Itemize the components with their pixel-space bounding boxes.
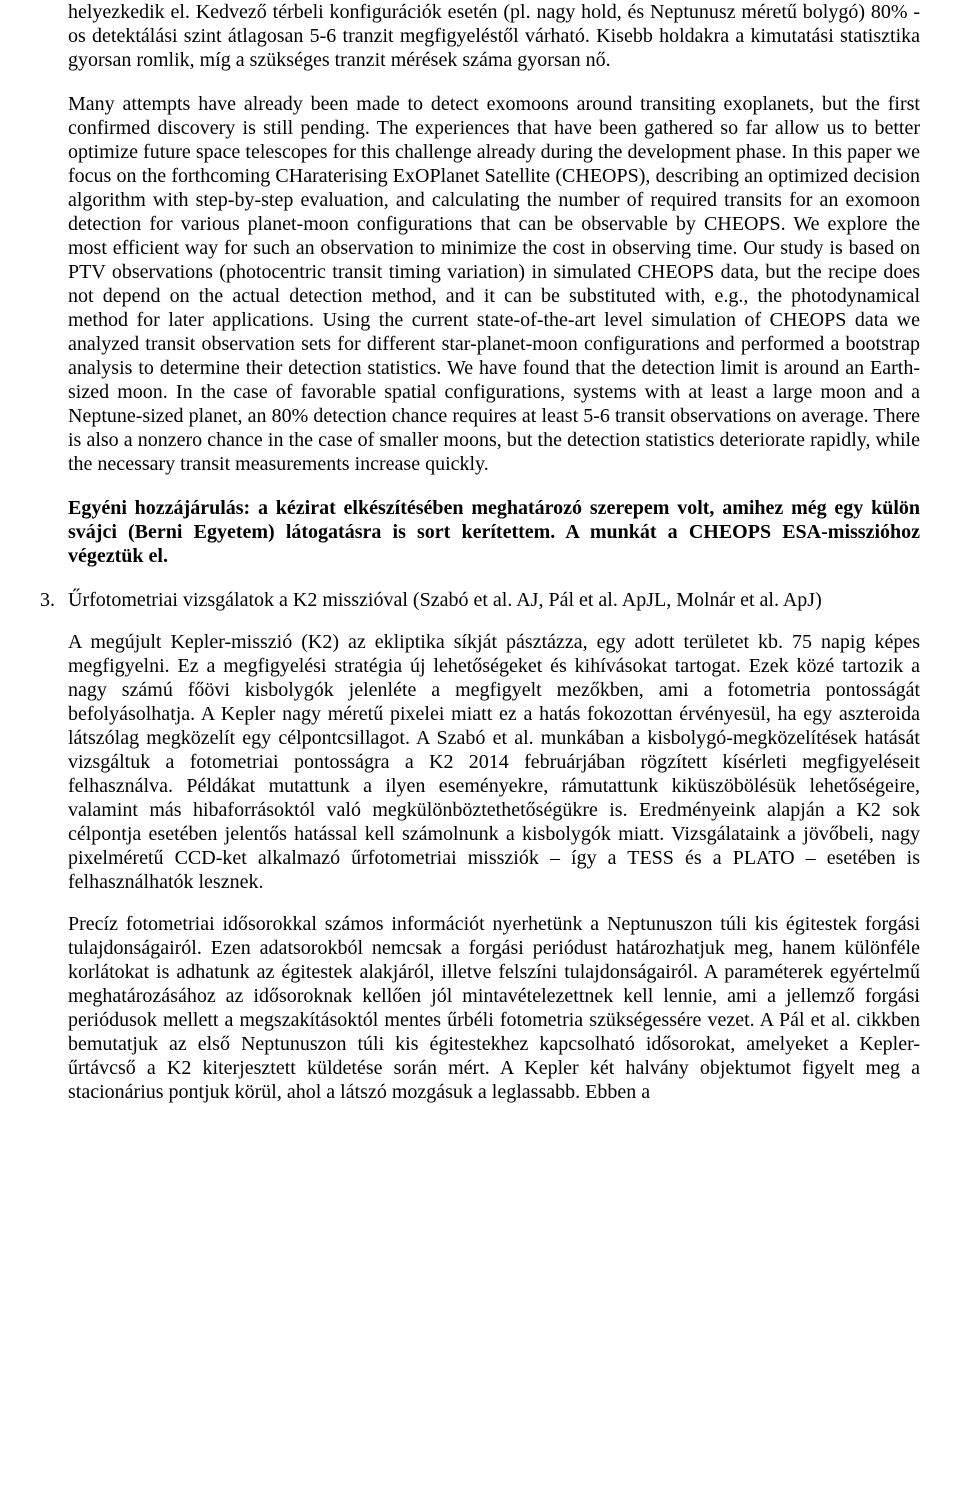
list-item-3: 3. Űrfotometriai vizsgálatok a K2 misszi… — [68, 588, 920, 1104]
list-number-3: 3. — [40, 588, 68, 1104]
list-item-3-paragraph-1: A megújult Kepler-misszió (K2) az eklipt… — [68, 630, 920, 894]
list-item-3-paragraph-2: Precíz fotometriai idősorokkal számos in… — [68, 912, 920, 1104]
list-body-3: Űrfotometriai vizsgálatok a K2 misszióva… — [68, 588, 920, 1104]
paragraph-intro-continued: helyezkedik el. Kedvező térbeli konfigur… — [68, 0, 920, 72]
paragraph-contribution: Egyéni hozzájárulás: a kézirat elkészíté… — [68, 496, 920, 568]
list-item-3-heading: Űrfotometriai vizsgálatok a K2 misszióva… — [68, 589, 822, 611]
paragraph-abstract-english: Many attempts have already been made to … — [68, 92, 920, 476]
